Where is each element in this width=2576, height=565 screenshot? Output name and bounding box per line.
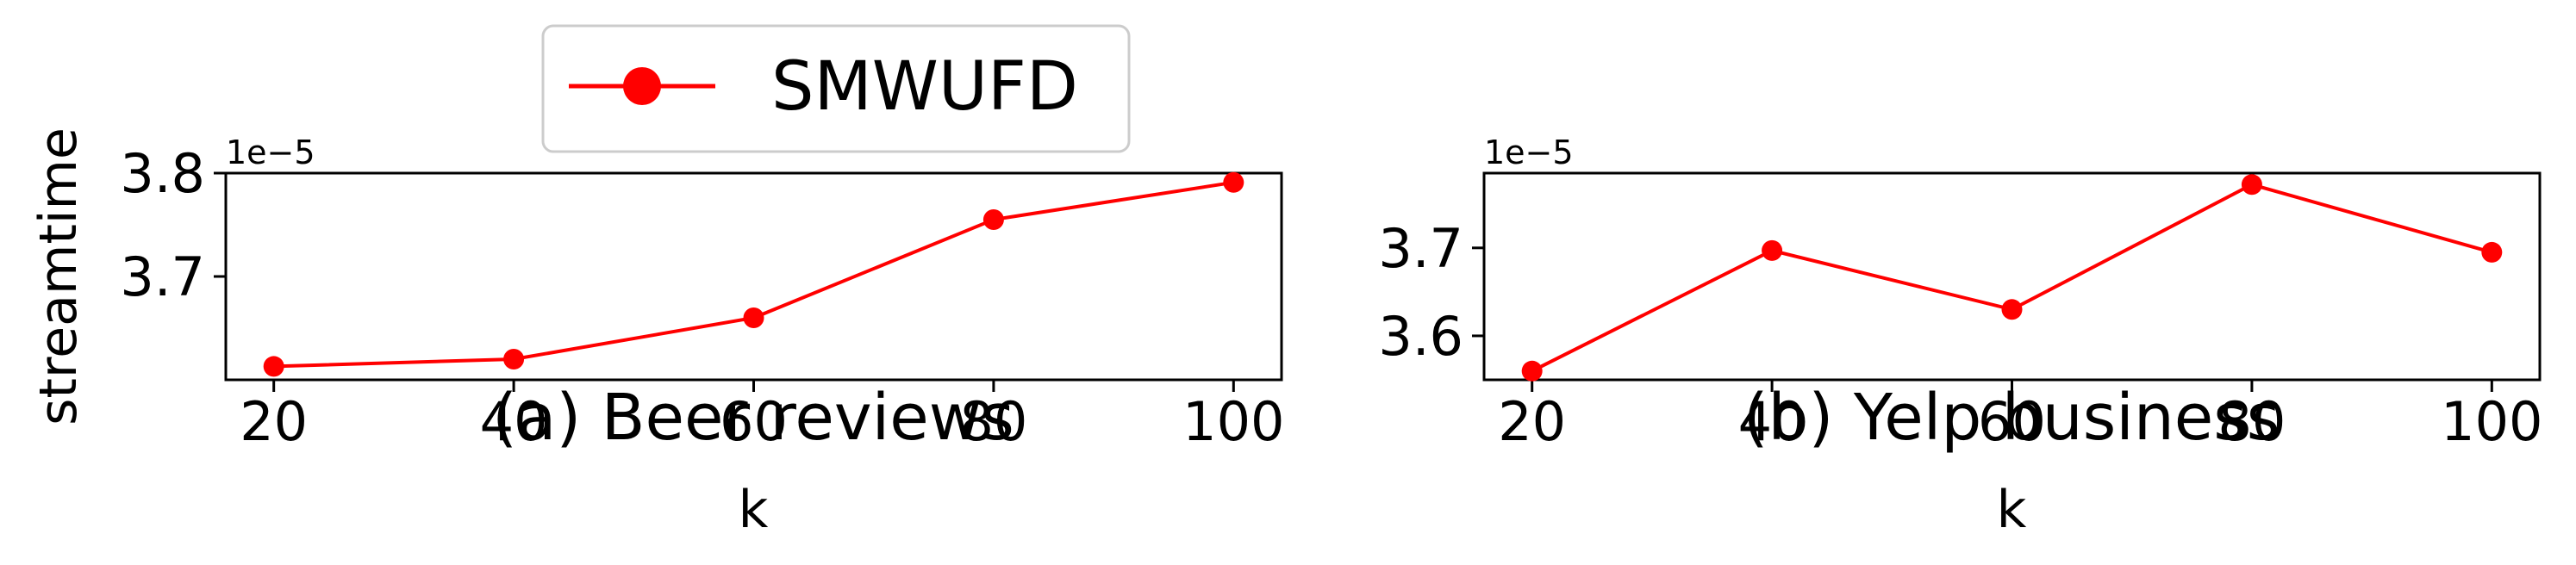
legend-marker-sample xyxy=(623,67,661,105)
x-tick-label: 60 xyxy=(1978,390,2046,453)
data-point xyxy=(503,349,525,369)
panel-caption: (b) Yelp business xyxy=(1743,381,2280,455)
x-axis-label: k xyxy=(739,480,769,540)
axes-frame xyxy=(224,171,1283,382)
legend-frame xyxy=(541,24,1131,153)
series-line xyxy=(273,180,1234,369)
x-tick-label: 40 xyxy=(480,390,548,453)
y-tick-label: 3.7 xyxy=(120,245,205,308)
y-offset-text: 1e−5 xyxy=(1484,133,1574,171)
x-tick-label: 40 xyxy=(1738,390,1806,453)
x-tick-label: 20 xyxy=(240,390,308,453)
x-tick-label: 60 xyxy=(720,390,788,453)
x-axis-label: k xyxy=(1997,480,2027,540)
y-axis-label: streamtime xyxy=(28,127,89,425)
x-tick-label: 100 xyxy=(2441,390,2542,453)
x-tick-label: 80 xyxy=(959,390,1027,453)
x-axis-ticks: 20 40 60 80 100 xyxy=(240,380,1284,453)
panel-caption: (a) Beer reviews xyxy=(492,381,1014,455)
data-point xyxy=(263,356,284,377)
data-point xyxy=(982,209,1004,230)
data-point xyxy=(2481,241,2503,263)
y-axis-ticks: 3.7 3.8 xyxy=(120,142,226,308)
data-point xyxy=(2001,299,2023,320)
x-tick-label: 80 xyxy=(2217,390,2286,453)
chart-panel-yelp-business: 20 40 60 80 100 3.63.7 1e−5 k (b) Yelp busin… xyxy=(1378,133,2542,540)
data-point xyxy=(2241,174,2262,196)
series-line xyxy=(1531,183,2492,373)
y-tick-label: 3.6 xyxy=(1378,305,1463,368)
data-series xyxy=(263,171,1244,377)
axes-frame xyxy=(1482,171,2542,382)
data-point xyxy=(1762,239,1783,261)
x-tick-label: 20 xyxy=(1498,390,1566,453)
legend-label: SMWUFD xyxy=(771,48,1078,126)
y-axis-ticks: 3.63.7 xyxy=(1378,217,1484,368)
y-offset-text: 1e−5 xyxy=(226,133,315,171)
chart-panel-beer-reviews: 20 40 60 80 100 3.7 3.8 1e−5 streamtime k (a)… xyxy=(28,127,1284,540)
data-series xyxy=(1521,174,2503,382)
data-point xyxy=(743,307,764,328)
y-tick-label: 3.8 xyxy=(120,142,205,205)
x-tick-label: 100 xyxy=(1182,390,1284,453)
y-tick-label: 3.7 xyxy=(1378,217,1463,280)
data-point xyxy=(1521,360,1543,382)
data-point xyxy=(1223,171,1244,193)
x-axis-ticks: 20 40 60 80 100 xyxy=(1498,380,2542,453)
legend: SMWUFD xyxy=(541,24,1131,153)
